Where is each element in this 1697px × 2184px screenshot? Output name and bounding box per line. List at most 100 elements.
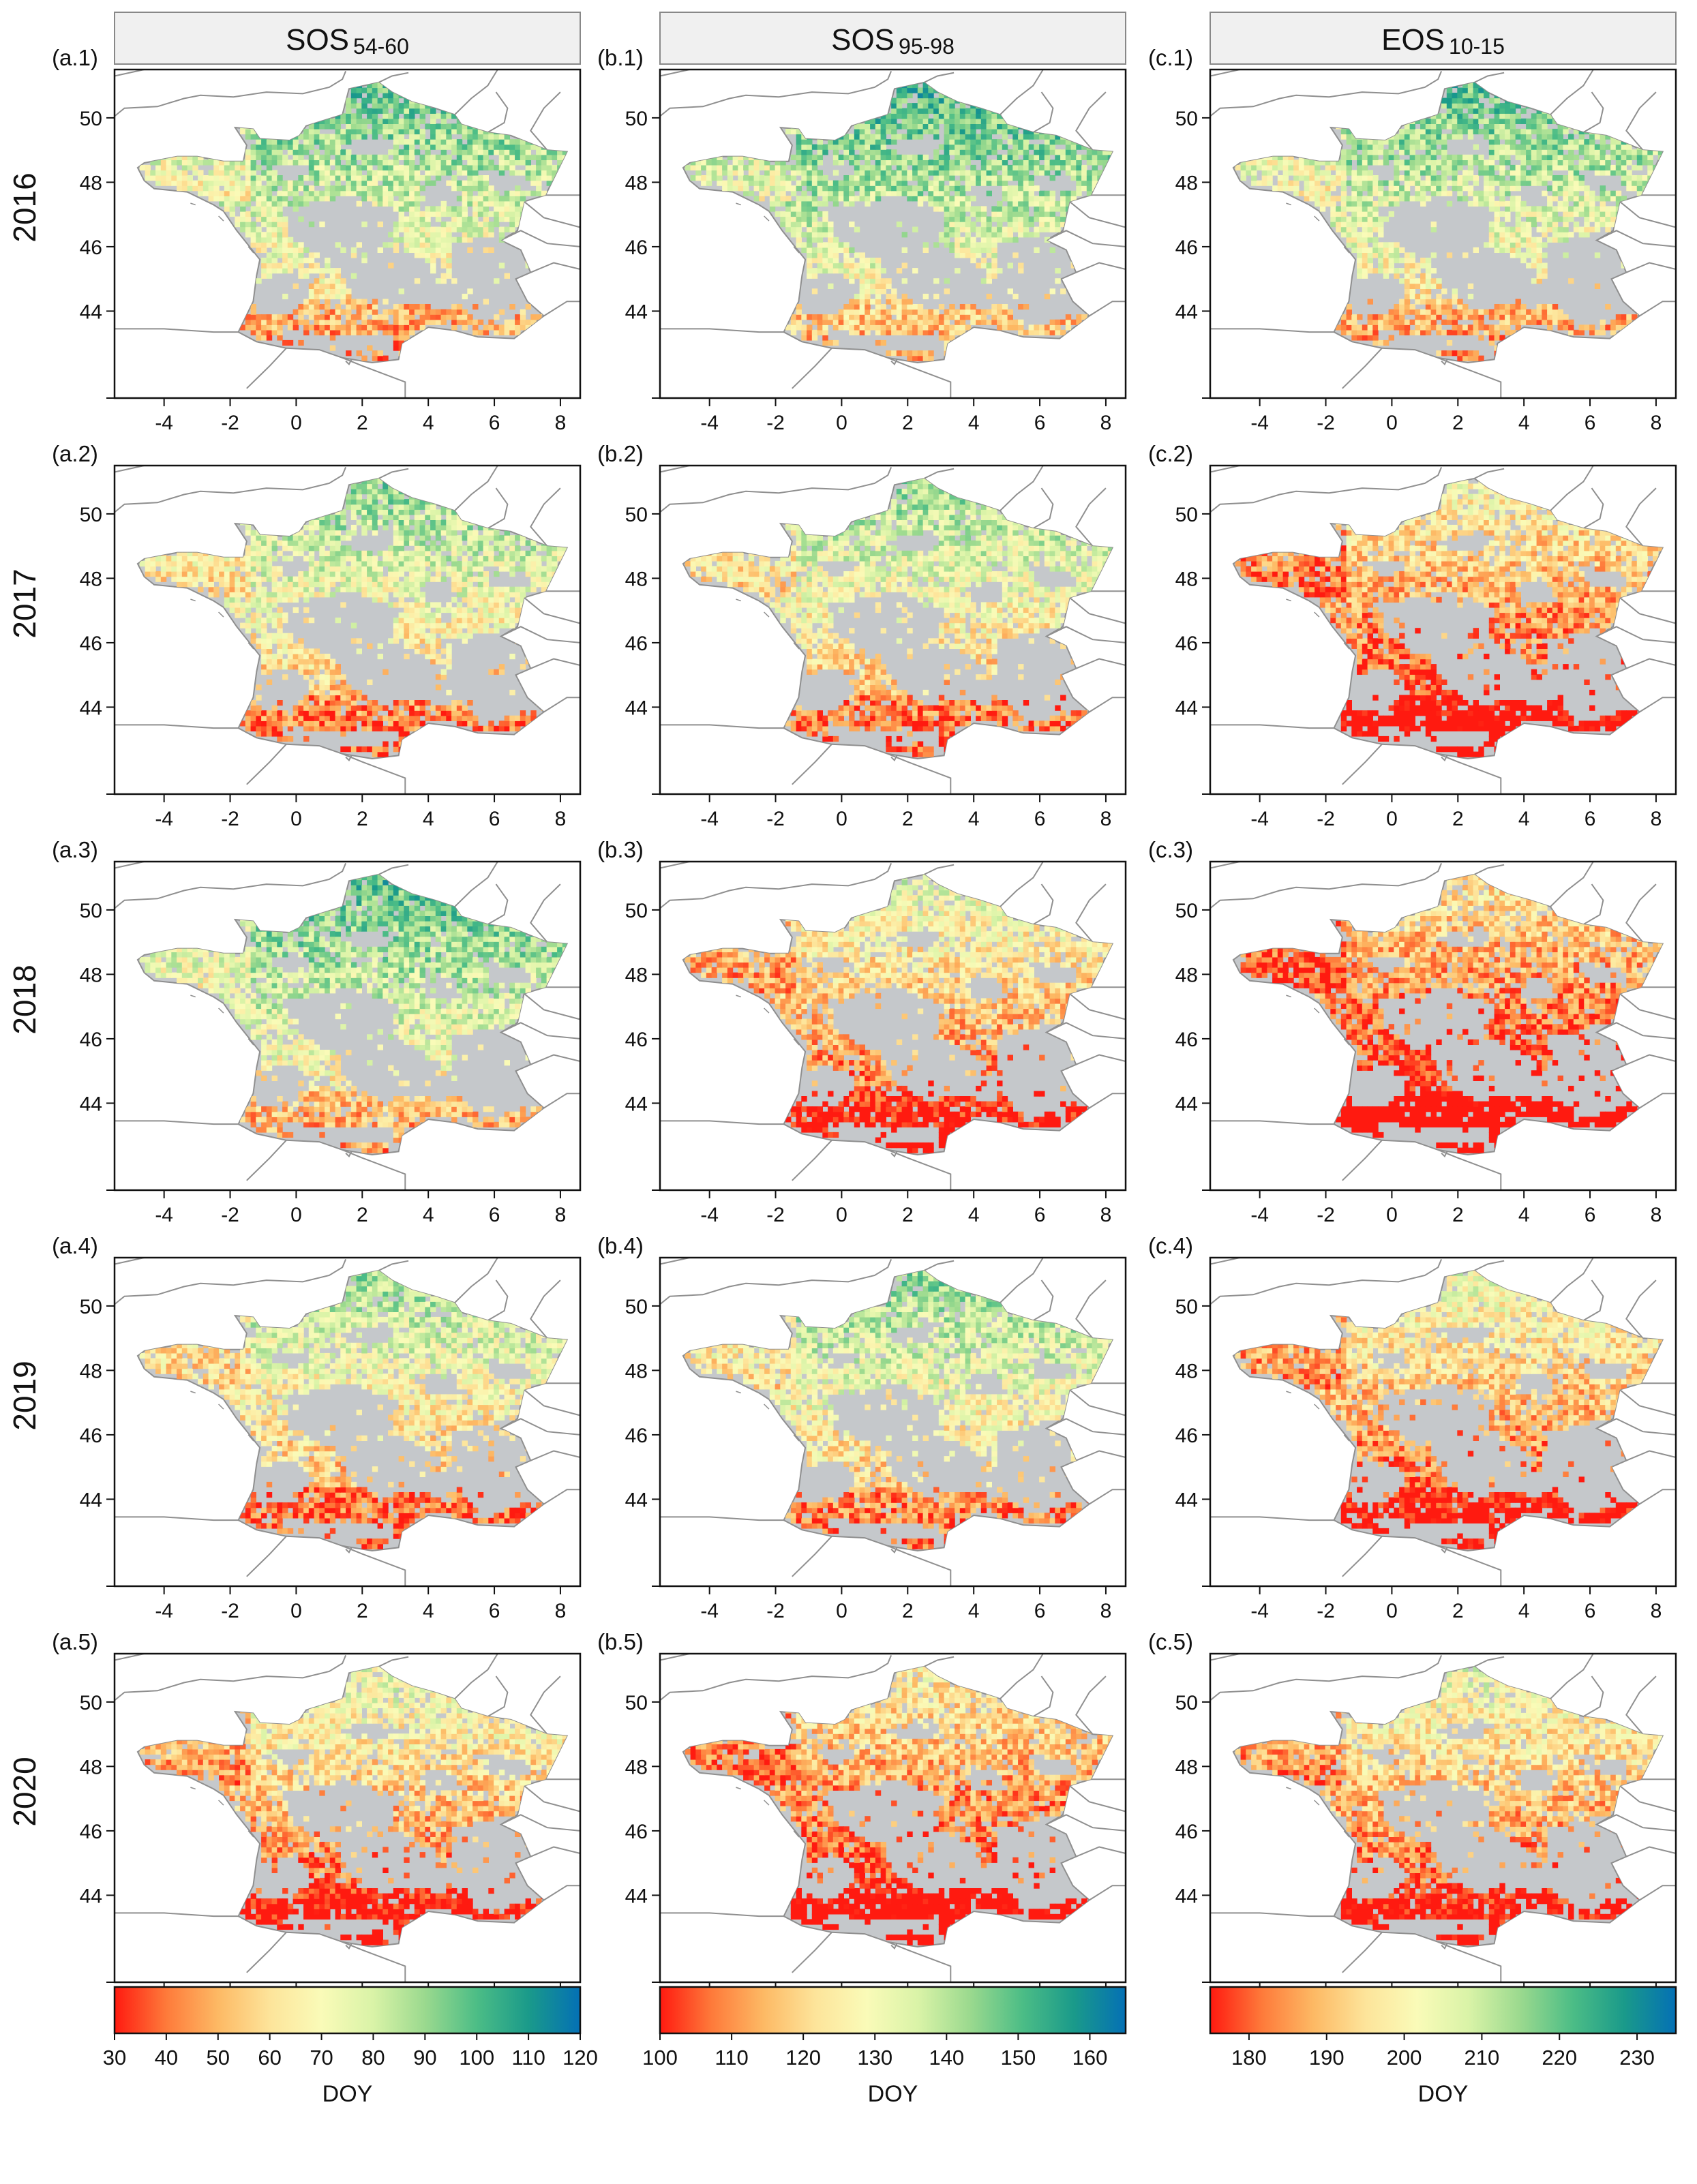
raster-cell: [1107, 149, 1113, 155]
raster-cell: [435, 175, 442, 181]
raster-cell: [965, 175, 971, 181]
raster-cell: [303, 144, 310, 150]
raster-cell: [1436, 185, 1442, 192]
raster-cell: [1367, 319, 1373, 325]
x-tick-label: 0: [1386, 412, 1398, 434]
raster-cell: [414, 222, 421, 228]
raster-cell: [509, 216, 515, 222]
raster-cell: [801, 211, 807, 217]
raster-cell: [1399, 160, 1405, 166]
raster-cell: [1336, 206, 1342, 212]
raster-cell: [865, 128, 871, 135]
raster-cell: [1293, 190, 1300, 196]
raster-cell: [361, 252, 367, 258]
raster-cell: [398, 288, 404, 294]
raster-cell: [1055, 154, 1061, 160]
raster-cell: [329, 160, 336, 166]
raster-cell: [472, 216, 479, 222]
raster-cell: [1563, 324, 1569, 331]
raster-cell: [372, 304, 378, 310]
raster-cell: [875, 154, 882, 160]
raster-cell: [1028, 190, 1034, 196]
raster-cell: [335, 288, 341, 294]
raster-cell: [1039, 226, 1045, 232]
raster-cell: [372, 180, 378, 186]
raster-cell: [1378, 262, 1384, 269]
raster-cell: [1446, 123, 1453, 130]
raster-cell: [1018, 134, 1024, 140]
raster-cell: [483, 329, 489, 335]
raster-cell: [1462, 97, 1469, 104]
raster-cell: [472, 144, 479, 150]
raster-cell: [1081, 314, 1087, 320]
raster-cell: [145, 175, 151, 181]
raster-cell: [949, 335, 955, 341]
neighbour-boundary-line: [1032, 91, 1054, 133]
raster-cell: [509, 206, 515, 212]
raster-cell: [393, 232, 400, 238]
raster-cell: [880, 134, 886, 140]
raster-cell: [409, 200, 415, 207]
raster-cell: [1420, 123, 1426, 130]
raster-cell: [1542, 160, 1548, 166]
raster-cell: [350, 725, 357, 731]
raster-cell: [1589, 211, 1595, 217]
raster-cell: [245, 149, 252, 155]
raster-cell: [1346, 232, 1352, 238]
raster-cell: [1531, 252, 1537, 258]
raster-cell: [891, 134, 897, 140]
raster-cell: [1012, 134, 1019, 140]
raster-cell: [701, 180, 707, 186]
raster-cell: [859, 314, 865, 320]
raster-cell: [456, 144, 463, 150]
raster-cell: [1309, 190, 1315, 196]
raster-cell: [917, 170, 924, 176]
raster-cell: [1383, 324, 1390, 331]
raster-cell: [488, 319, 494, 325]
raster-cell: [372, 319, 378, 325]
neighbour-boundary-line: [524, 200, 581, 228]
raster-cell: [425, 216, 431, 222]
raster-cell: [886, 350, 892, 357]
raster-cell: [801, 139, 807, 145]
raster-cell: [1018, 268, 1024, 274]
raster-cell: [308, 175, 315, 181]
raster-cell: [838, 268, 844, 274]
raster-cell: [880, 314, 886, 320]
raster-cell: [1494, 154, 1500, 160]
raster-cell: [785, 226, 792, 232]
raster-cell: [790, 206, 797, 212]
raster-cell: [807, 139, 813, 145]
raster-cell: [896, 164, 903, 171]
raster-cell: [1425, 273, 1432, 279]
raster-cell: [959, 123, 966, 130]
raster-cell: [1452, 103, 1458, 109]
raster-cell: [388, 200, 394, 207]
raster-cell: [1415, 128, 1421, 135]
raster-cell: [282, 185, 288, 192]
raster-cell: [912, 118, 918, 124]
raster-cell: [398, 206, 404, 212]
raster-cell: [1589, 324, 1595, 331]
raster-cell: [933, 113, 940, 119]
raster-cell: [1086, 190, 1093, 196]
raster-cell: [277, 200, 283, 207]
raster-cell: [912, 170, 918, 176]
raster-cell: [177, 175, 183, 181]
raster-cell: [350, 160, 357, 166]
raster-cell: [1404, 258, 1411, 264]
raster-cell: [949, 242, 955, 248]
raster-cell: [875, 268, 882, 274]
raster-cell: [1357, 144, 1363, 150]
raster-cell: [1378, 242, 1384, 248]
raster-cell: [1499, 185, 1505, 192]
raster-cell: [1065, 196, 1072, 202]
raster-cell: [467, 190, 473, 196]
raster-cell: [245, 222, 252, 228]
raster-cell: [1415, 160, 1421, 166]
raster-cell: [261, 242, 267, 248]
raster-cell: [271, 139, 277, 145]
raster-cell: [271, 196, 277, 202]
raster-cell: [346, 293, 352, 300]
raster-cell: [922, 324, 929, 331]
